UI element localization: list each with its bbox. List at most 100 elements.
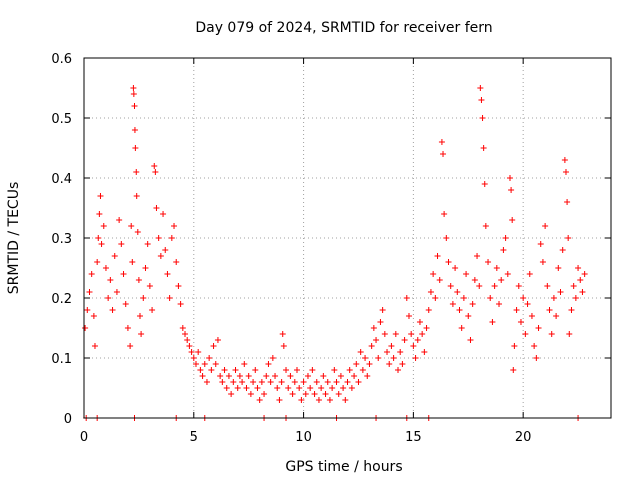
data-point bbox=[577, 277, 584, 283]
data-point bbox=[140, 295, 147, 301]
data-point bbox=[346, 367, 353, 373]
data-point bbox=[155, 235, 162, 241]
data-point bbox=[344, 379, 351, 385]
x-axis-title: GPS time / hours bbox=[285, 459, 402, 475]
data-point bbox=[537, 241, 544, 247]
data-point bbox=[208, 367, 215, 373]
data-point bbox=[124, 325, 131, 331]
data-point bbox=[300, 379, 307, 385]
data-point bbox=[234, 385, 241, 391]
data-point bbox=[134, 229, 141, 235]
data-point bbox=[476, 283, 483, 289]
data-point bbox=[427, 289, 434, 295]
data-point bbox=[522, 331, 529, 337]
data-point bbox=[478, 97, 485, 103]
data-point bbox=[105, 295, 112, 301]
data-point bbox=[210, 343, 217, 349]
data-point bbox=[485, 259, 492, 265]
data-point bbox=[239, 379, 246, 385]
data-point bbox=[399, 361, 406, 367]
data-point bbox=[129, 259, 136, 265]
data-point bbox=[109, 307, 116, 313]
data-point bbox=[491, 283, 498, 289]
data-point bbox=[279, 331, 286, 337]
data-point bbox=[138, 331, 145, 337]
data-point bbox=[133, 169, 140, 175]
data-point bbox=[342, 397, 349, 403]
data-point bbox=[441, 211, 448, 217]
data-point bbox=[517, 319, 524, 325]
data-point bbox=[572, 295, 579, 301]
data-point bbox=[482, 223, 489, 229]
data-point bbox=[469, 301, 476, 307]
data-point bbox=[269, 355, 276, 361]
data-point bbox=[375, 355, 382, 361]
data-point bbox=[557, 289, 564, 295]
data-point bbox=[132, 145, 139, 151]
data-point bbox=[116, 217, 123, 223]
data-point bbox=[474, 253, 481, 259]
data-point bbox=[479, 115, 486, 121]
data-point bbox=[320, 373, 327, 379]
data-point bbox=[171, 223, 178, 229]
data-point bbox=[335, 391, 342, 397]
data-point bbox=[142, 265, 149, 271]
data-point bbox=[98, 241, 105, 247]
data-point bbox=[381, 331, 388, 337]
data-point bbox=[322, 391, 329, 397]
data-point bbox=[287, 373, 294, 379]
data-point bbox=[329, 385, 336, 391]
data-point bbox=[199, 373, 206, 379]
data-point bbox=[337, 373, 344, 379]
data-point bbox=[212, 361, 219, 367]
data-point bbox=[392, 331, 399, 337]
data-point bbox=[230, 379, 237, 385]
data-point bbox=[481, 181, 488, 187]
data-point bbox=[559, 247, 566, 253]
data-point bbox=[386, 361, 393, 367]
axis-ticks: 0 0.1 0.2 0.3 0.4 0.5 0.6 0 5 10 15 20 bbox=[51, 52, 611, 445]
data-point bbox=[449, 301, 456, 307]
data-point bbox=[263, 373, 270, 379]
data-point bbox=[113, 289, 120, 295]
data-point bbox=[546, 307, 553, 313]
data-point bbox=[197, 367, 204, 373]
data-point bbox=[403, 295, 410, 301]
data-point bbox=[513, 307, 520, 313]
data-point bbox=[566, 331, 573, 337]
data-point bbox=[91, 343, 98, 349]
data-point bbox=[515, 283, 522, 289]
data-point bbox=[412, 355, 419, 361]
data-points bbox=[82, 85, 588, 421]
data-point bbox=[432, 295, 439, 301]
data-point bbox=[467, 337, 474, 343]
data-point bbox=[84, 307, 91, 313]
data-point bbox=[182, 331, 189, 337]
data-point bbox=[414, 337, 421, 343]
data-point bbox=[82, 325, 89, 331]
data-point bbox=[458, 325, 465, 331]
data-point bbox=[539, 259, 546, 265]
data-point bbox=[298, 397, 305, 403]
data-point bbox=[179, 325, 186, 331]
data-point bbox=[131, 127, 138, 133]
data-point bbox=[228, 391, 235, 397]
data-point bbox=[555, 265, 562, 271]
data-point bbox=[331, 367, 338, 373]
data-point bbox=[195, 349, 202, 355]
chart-title: Day 079 of 2024, SRMTID for receiver fer… bbox=[195, 20, 492, 36]
data-point bbox=[524, 301, 531, 307]
data-point bbox=[291, 379, 298, 385]
data-point bbox=[388, 343, 395, 349]
data-point bbox=[565, 235, 572, 241]
data-point bbox=[480, 145, 487, 151]
data-point bbox=[390, 355, 397, 361]
data-point bbox=[272, 373, 279, 379]
data-point bbox=[465, 313, 472, 319]
data-point bbox=[318, 385, 325, 391]
data-point bbox=[421, 349, 428, 355]
data-point bbox=[223, 385, 230, 391]
data-point bbox=[201, 361, 208, 367]
data-point bbox=[509, 217, 516, 223]
